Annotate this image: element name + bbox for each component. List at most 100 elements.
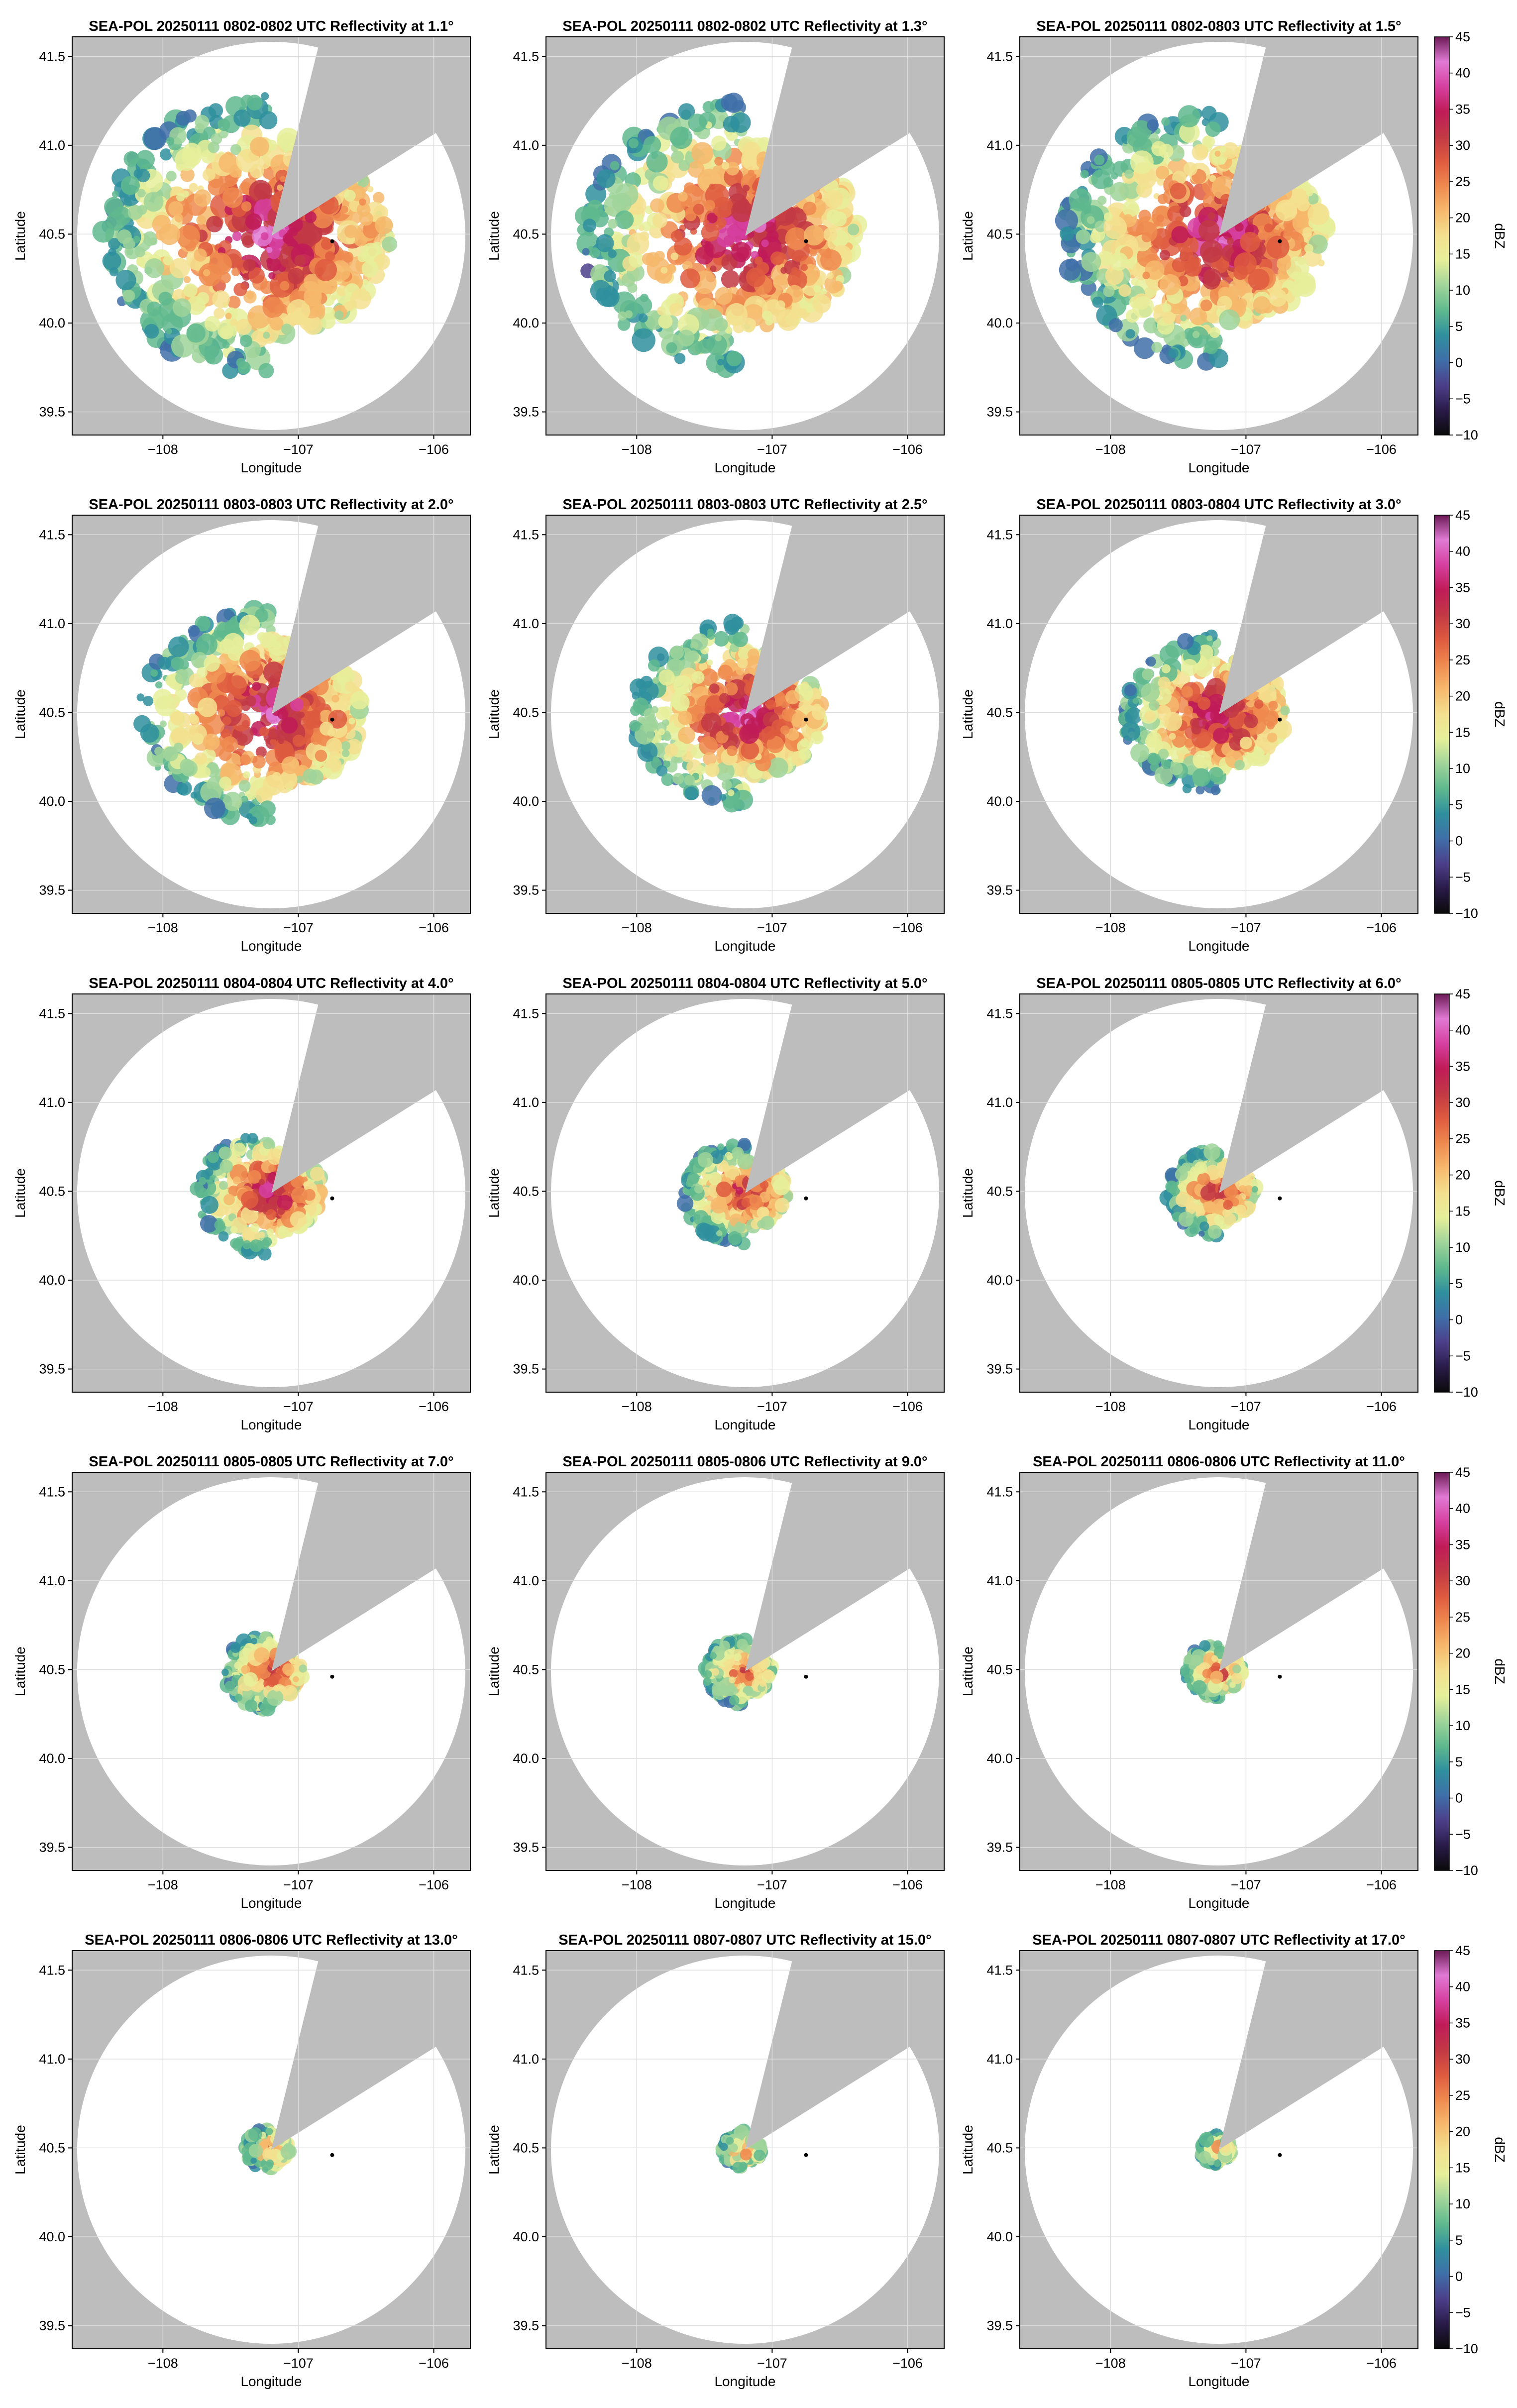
reflectivity-echo xyxy=(654,250,665,262)
reflectivity-echo xyxy=(1130,743,1150,763)
x-tick-label: −106 xyxy=(419,1399,449,1414)
reflectivity-echo xyxy=(263,331,270,339)
x-axis-label: Longitude xyxy=(240,938,302,954)
plot-frame xyxy=(545,36,945,436)
reflectivity-echo xyxy=(292,735,305,747)
reflectivity-echo xyxy=(1131,278,1139,286)
x-tick-label: −106 xyxy=(419,442,449,457)
reflectivity-echo xyxy=(298,711,305,718)
reflectivity-echo xyxy=(1171,226,1189,243)
reflectivity-echo xyxy=(748,648,759,660)
reflectivity-echo xyxy=(173,695,181,704)
reflectivity-echo xyxy=(1267,732,1278,743)
reflectivity-echo xyxy=(283,233,294,244)
reflectivity-echo xyxy=(672,772,684,784)
reflectivity-echo xyxy=(288,268,305,285)
reflectivity-echo xyxy=(1124,169,1134,179)
reflectivity-echo xyxy=(1121,722,1141,741)
reflectivity-echo xyxy=(287,299,311,323)
colorbar xyxy=(1434,36,1450,436)
reflectivity-echo xyxy=(219,639,235,655)
reflectivity-echo xyxy=(1219,309,1240,330)
x-tick-label: −108 xyxy=(1095,920,1126,935)
reflectivity-echo xyxy=(239,615,260,636)
reflectivity-echo xyxy=(208,179,225,196)
reflectivity-echo xyxy=(232,1176,241,1185)
reflectivity-echo xyxy=(719,794,727,801)
y-tick-label: 40.0 xyxy=(513,794,539,809)
reflectivity-echo xyxy=(1146,657,1156,667)
reflectivity-echo xyxy=(1209,656,1221,667)
reflectivity-echo xyxy=(199,1177,207,1185)
reflectivity-echo xyxy=(232,231,242,241)
y-tick-label: 41.5 xyxy=(986,527,1013,542)
reflectivity-echo xyxy=(1162,311,1175,324)
reflectivity-echo xyxy=(222,716,231,725)
reflectivity-echo xyxy=(336,285,348,297)
panel-2: SEA-POL 20250111 0802-0802 UTC Reflectiv… xyxy=(486,18,945,475)
reflectivity-echo xyxy=(1177,633,1194,650)
reflectivity-echo xyxy=(337,676,346,686)
x-tick-label: −107 xyxy=(283,920,314,935)
reflectivity-echo xyxy=(209,252,232,276)
y-tick-label: 41.5 xyxy=(39,49,65,64)
reflectivity-echo xyxy=(1180,319,1192,330)
reflectivity-echo xyxy=(727,789,735,796)
reflectivity-echo xyxy=(832,281,843,292)
panel-3: SEA-POL 20250111 0802-0803 UTC Reflectiv… xyxy=(960,18,1508,475)
y-tick-label: 41.0 xyxy=(986,138,1013,153)
x-tick-label: −106 xyxy=(1366,442,1397,457)
colorbar-tick-label: 15 xyxy=(1455,725,1470,740)
reflectivity-echo xyxy=(181,760,198,777)
reflectivity-echo xyxy=(1168,348,1179,358)
x-tick-label: −106 xyxy=(419,920,449,935)
reflectivity-echo xyxy=(180,168,195,182)
y-tick-label: 41.5 xyxy=(513,49,539,64)
reflectivity-echo xyxy=(1109,182,1129,202)
reflectivity-echo xyxy=(1181,686,1193,698)
reflectivity-echo xyxy=(266,246,273,253)
reflectivity-echo xyxy=(117,229,132,244)
panel-title: SEA-POL 20250111 0804-0804 UTC Reflectiv… xyxy=(89,976,453,991)
reflectivity-echo xyxy=(176,783,189,795)
plot-frame xyxy=(72,36,471,436)
reflectivity-echo xyxy=(190,791,198,799)
reflectivity-echo xyxy=(664,743,678,757)
reflectivity-echo xyxy=(174,214,183,222)
y-tick-label: 41.0 xyxy=(39,1095,65,1110)
reflectivity-echo xyxy=(382,236,398,252)
reflectivity-echo xyxy=(166,137,175,145)
x-tick-label: −107 xyxy=(757,442,787,457)
reflectivity-echo xyxy=(693,204,705,215)
reflectivity-echo xyxy=(691,142,714,164)
reflectivity-echo xyxy=(773,274,789,291)
reflectivity-echo xyxy=(158,657,172,670)
reflectivity-echo xyxy=(761,310,772,321)
reflectivity-echo xyxy=(277,709,289,720)
reflectivity-echo xyxy=(204,656,220,672)
reflectivity-echo xyxy=(1060,226,1075,241)
reflectivity-echo xyxy=(1208,212,1216,220)
x-tick-label: −108 xyxy=(1095,442,1126,457)
reflectivity-echo xyxy=(721,270,740,289)
reflectivity-echo xyxy=(212,290,230,308)
reflectivity-echo xyxy=(1081,252,1101,272)
station-marker xyxy=(1278,239,1282,243)
reflectivity-echo xyxy=(677,329,695,347)
reflectivity-echo xyxy=(137,205,147,215)
reflectivity-echo xyxy=(642,221,651,231)
x-tick-label: −106 xyxy=(892,442,923,457)
reflectivity-echo xyxy=(243,258,256,272)
reflectivity-echo xyxy=(630,705,641,716)
reflectivity-echo xyxy=(678,710,692,725)
y-axis-label: Latitude xyxy=(960,211,975,261)
reflectivity-echo xyxy=(821,288,828,295)
x-axis-label: Longitude xyxy=(1188,938,1249,954)
reflectivity-echo xyxy=(246,813,253,820)
reflectivity-echo xyxy=(710,265,717,272)
reflectivity-echo xyxy=(1210,785,1220,795)
reflectivity-echo xyxy=(731,200,754,222)
reflectivity-echo xyxy=(245,695,256,707)
reflectivity-echo xyxy=(245,213,262,230)
